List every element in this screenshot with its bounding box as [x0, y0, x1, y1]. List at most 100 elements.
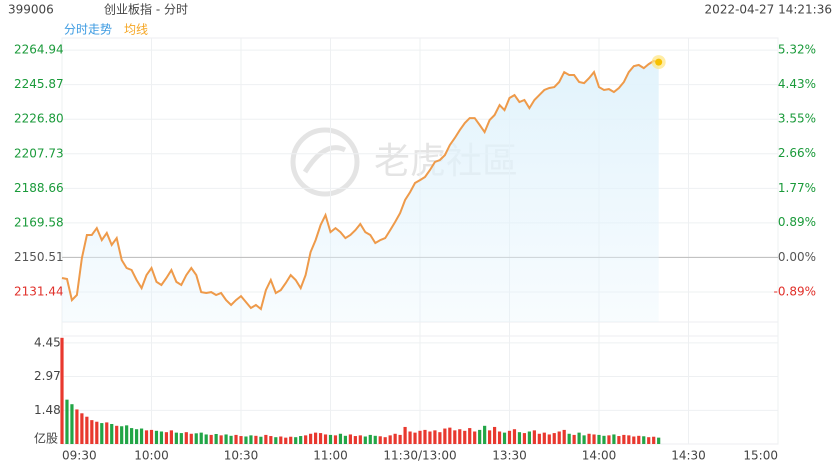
volume-bar: [264, 434, 268, 444]
volume-bar: [507, 430, 512, 444]
volume-bar: [214, 433, 218, 444]
current-point: [655, 58, 663, 66]
volume-bar: [144, 430, 149, 444]
y-tick-label: 2131.44: [14, 285, 64, 299]
volume-bar: [517, 432, 522, 444]
volume-bar: [552, 433, 556, 444]
volume-bar: [428, 431, 432, 444]
volume-bar: [373, 435, 377, 444]
x-tick-label: 14:00: [582, 449, 617, 463]
stock-code: 399006: [8, 3, 54, 17]
volume-bar: [378, 436, 382, 444]
y-tick-label: 2207.73: [14, 146, 64, 160]
volume-bar: [95, 421, 99, 444]
volume-bar: [209, 434, 213, 444]
volume-bar: [492, 426, 497, 444]
volume-bar: [632, 436, 636, 444]
volume-bar: [582, 435, 586, 444]
volume-bar: [637, 435, 641, 444]
y-unit-label: 亿股: [34, 431, 58, 446]
volume-bar: [567, 433, 571, 444]
volume-bar: [304, 435, 308, 444]
volume-bar: [468, 428, 472, 444]
volume-bar: [328, 434, 333, 444]
volume-bar: [189, 433, 193, 444]
volume-bar: [497, 431, 502, 444]
volume-bar: [149, 429, 154, 444]
volume-bar: [100, 423, 104, 444]
volume-bar: [522, 433, 527, 444]
volume-bar: [433, 430, 437, 444]
volume-bar: [383, 437, 387, 444]
volume-bar: [612, 434, 616, 444]
y2-tick-label: -0.89%: [774, 285, 816, 299]
x-tick-label: 13:30: [492, 449, 527, 463]
volume-bar: [547, 434, 551, 444]
timestamp: 2022-04-27 14:21:36: [705, 3, 832, 17]
volume-bar: [199, 432, 203, 444]
volume-bar: [463, 430, 467, 444]
volume-bar: [164, 432, 169, 444]
volume-bar: [65, 399, 69, 444]
volume-bar: [398, 434, 402, 444]
y-tick-label: 1.48: [34, 403, 61, 417]
volume-bar: [483, 425, 487, 444]
volume-bar: [179, 433, 183, 444]
volume-bar: [607, 435, 611, 444]
y2-tick-label: 4.43%: [778, 77, 816, 91]
x-tick-label: 10:30: [224, 449, 259, 463]
volume-bar: [318, 433, 323, 444]
chart-title: 创业板指 - 分时: [104, 2, 188, 17]
volume-bar: [105, 422, 109, 444]
y2-tick-label: 3.55%: [778, 112, 816, 126]
volume-bar: [75, 409, 79, 444]
volume-bar: [502, 432, 507, 444]
watermark-logo: [290, 127, 360, 197]
y2-tick-label: 5.32%: [778, 43, 816, 57]
y2-tick-label: 0.89%: [778, 215, 816, 229]
volume-bar: [597, 434, 601, 444]
volume-bar: [125, 425, 129, 444]
volume-bar: [657, 437, 661, 444]
volume-bar: [313, 432, 318, 444]
x-tick-label: 11:00: [313, 449, 348, 463]
volume-bar: [333, 435, 338, 444]
volume-bar: [279, 436, 283, 444]
volume-bar: [194, 433, 198, 444]
volume-bar: [289, 436, 293, 444]
x-tick-label: 15:00: [743, 449, 778, 463]
volume-bar: [458, 429, 462, 444]
volume-bar: [353, 436, 357, 444]
x-tick-label: 10:00: [134, 449, 169, 463]
volume-bar: [85, 416, 89, 444]
volume-bar: [542, 432, 546, 444]
volume-bar: [80, 413, 84, 444]
volume-bar: [204, 434, 208, 444]
volume-bar: [488, 430, 492, 444]
y-tick-label: 2.97: [34, 369, 61, 383]
volume-bar: [115, 425, 119, 444]
volume-bar: [587, 433, 591, 444]
volume-bar: [134, 429, 139, 444]
volume-bar: [572, 434, 576, 444]
volume-bar: [159, 431, 164, 444]
x-tick-label: 11:30/13:00: [383, 449, 456, 463]
volume-bar: [562, 429, 566, 444]
volume-bar: [473, 431, 477, 444]
y2-tick-label: 0.00%: [778, 250, 816, 264]
volume-bar: [154, 430, 159, 444]
volume-bar: [403, 426, 407, 444]
volume-bar: [139, 428, 144, 444]
volume-bar: [224, 434, 228, 444]
volume-bar: [343, 435, 348, 444]
volume-bar: [70, 404, 74, 444]
volume-bar: [90, 420, 94, 444]
volume-bar: [642, 436, 646, 444]
volume-bar: [120, 426, 124, 444]
x-tick-label: 14:30: [671, 449, 706, 463]
volume-bar: [348, 434, 352, 444]
volume-bar: [309, 433, 313, 444]
volume-bar: [239, 436, 243, 444]
volume-bar: [254, 435, 258, 444]
